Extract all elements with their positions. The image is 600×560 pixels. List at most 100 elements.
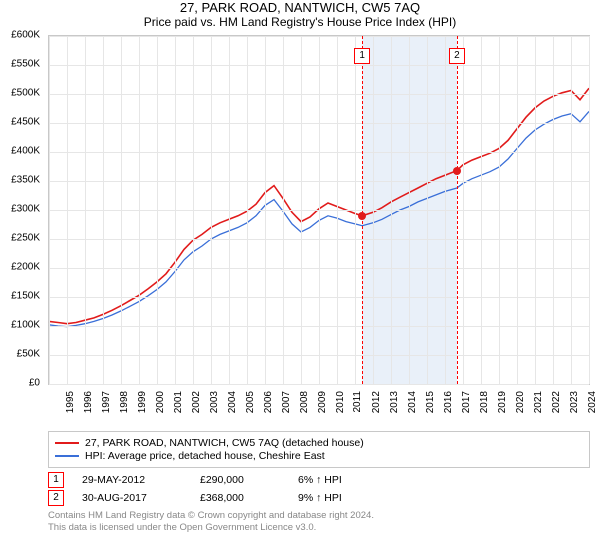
sale-pct: 9% ↑ HPI	[298, 492, 388, 504]
x-tick-label: 2001	[173, 391, 184, 413]
y-tick-label: £50K	[17, 349, 40, 360]
x-tick-label: 2008	[299, 391, 310, 413]
footnote-line: Contains HM Land Registry data © Crown c…	[48, 510, 590, 522]
y-tick-label: £400K	[11, 146, 40, 157]
sale-marker-box: 2	[449, 48, 465, 64]
y-tick-label: £550K	[11, 59, 40, 70]
y-axis: £0£50K£100K£150K£200K£250K£300K£350K£400…	[0, 35, 44, 385]
y-tick-label: £500K	[11, 88, 40, 99]
sale-date: 29-MAY-2012	[82, 474, 182, 486]
gridline-v	[283, 36, 284, 384]
gridline-v	[67, 36, 68, 384]
x-tick-label: 2003	[209, 391, 220, 413]
x-tick-label: 2019	[497, 391, 508, 413]
x-tick-label: 2000	[155, 391, 166, 413]
gridline-v	[193, 36, 194, 384]
x-tick-label: 2005	[245, 391, 256, 413]
x-tick-label: 2007	[281, 391, 292, 413]
gridline-v	[121, 36, 122, 384]
gridline-v	[409, 36, 410, 384]
gridline-v	[103, 36, 104, 384]
gridline-v	[571, 36, 572, 384]
x-tick-label: 2014	[407, 391, 418, 413]
x-tick-label: 1998	[119, 391, 130, 413]
sales-table: 129-MAY-2012£290,0006% ↑ HPI230-AUG-2017…	[48, 472, 590, 506]
legend-label: HPI: Average price, detached house, Ches…	[85, 450, 325, 462]
chart-container: 27, PARK ROAD, NANTWICH, CW5 7AQ Price p…	[0, 0, 600, 560]
x-tick-label: 2016	[443, 391, 454, 413]
sale-pct: 6% ↑ HPI	[298, 474, 388, 486]
x-tick-label: 2018	[479, 391, 490, 413]
x-tick-label: 2021	[533, 391, 544, 413]
sale-marker-line	[362, 36, 363, 384]
x-tick-label: 1995	[65, 391, 76, 413]
gridline-v	[157, 36, 158, 384]
gridline-v	[211, 36, 212, 384]
x-tick-label: 2015	[425, 391, 436, 413]
y-tick-label: £0	[29, 378, 40, 389]
x-tick-label: 2024	[587, 391, 598, 413]
x-tick-label: 2023	[569, 391, 580, 413]
gridline-v	[139, 36, 140, 384]
y-tick-label: £250K	[11, 233, 40, 244]
legend-row: HPI: Average price, detached house, Ches…	[55, 450, 583, 462]
gridline-v	[463, 36, 464, 384]
x-axis: 1995 1996 1997 1998 1999 2000 2001 2002 2003 2004…	[48, 387, 590, 427]
x-tick-label: 2022	[551, 391, 562, 413]
sale-marker-dot	[453, 167, 461, 175]
gridline-v	[265, 36, 266, 384]
gridline-v	[535, 36, 536, 384]
x-tick-label: 2017	[461, 391, 472, 413]
x-tick-label: 2009	[317, 391, 328, 413]
x-tick-label: 2004	[227, 391, 238, 413]
x-tick-label: 2013	[389, 391, 400, 413]
gridline-v	[337, 36, 338, 384]
sale-row: 1 29-MAY-2012 £290,000 6% ↑ HPI	[48, 472, 590, 488]
sale-price: £290,000	[200, 474, 280, 486]
sale-marker-line	[457, 36, 458, 384]
gridline-v	[517, 36, 518, 384]
sale-index-box: 1	[48, 472, 64, 488]
y-tick-label: £150K	[11, 291, 40, 302]
legend: 27, PARK ROAD, NANTWICH, CW5 7AQ (detach…	[48, 431, 590, 468]
y-tick-label: £300K	[11, 204, 40, 215]
gridline-v	[301, 36, 302, 384]
x-tick-label: 2020	[515, 391, 526, 413]
x-tick-label: 2002	[191, 391, 202, 413]
x-tick-label: 2012	[371, 391, 382, 413]
y-tick-label: £450K	[11, 117, 40, 128]
legend-row: 27, PARK ROAD, NANTWICH, CW5 7AQ (detach…	[55, 437, 583, 449]
chart-title: 27, PARK ROAD, NANTWICH, CW5 7AQ	[0, 0, 600, 15]
x-tick-label: 1997	[101, 391, 112, 413]
gridline-v	[553, 36, 554, 384]
sale-row: 230-AUG-2017£368,0009% ↑ HPI	[48, 490, 590, 506]
y-tick-label: £600K	[11, 30, 40, 41]
y-tick-label: £350K	[11, 175, 40, 186]
plot-area: 12	[48, 35, 590, 385]
footnote-line: This data is licensed under the Open Gov…	[48, 522, 590, 534]
x-tick-label: 2010	[335, 391, 346, 413]
gridline-v	[319, 36, 320, 384]
x-tick-label: 1996	[83, 391, 94, 413]
sale-price: £368,000	[200, 492, 280, 504]
gridline-v	[247, 36, 248, 384]
y-tick-label: £200K	[11, 262, 40, 273]
x-tick-label: 2006	[263, 391, 274, 413]
sale-date: 30-AUG-2017	[82, 492, 182, 504]
sale-marker-box: 1	[354, 48, 370, 64]
gridline-v	[589, 36, 590, 384]
gridline-v	[229, 36, 230, 384]
footnote: Contains HM Land Registry data © Crown c…	[48, 510, 590, 534]
x-tick-label: 2011	[352, 391, 363, 413]
x-tick-label: 1999	[137, 391, 148, 413]
chart-subtitle: Price paid vs. HM Land Registry's House …	[0, 15, 600, 29]
legend-swatch	[55, 442, 79, 444]
gridline-v	[427, 36, 428, 384]
gridline-v	[391, 36, 392, 384]
gridline-v	[499, 36, 500, 384]
gridline-v	[481, 36, 482, 384]
legend-swatch	[55, 455, 79, 457]
gridline-v	[85, 36, 86, 384]
y-tick-label: £100K	[11, 320, 40, 331]
gridline-v	[175, 36, 176, 384]
